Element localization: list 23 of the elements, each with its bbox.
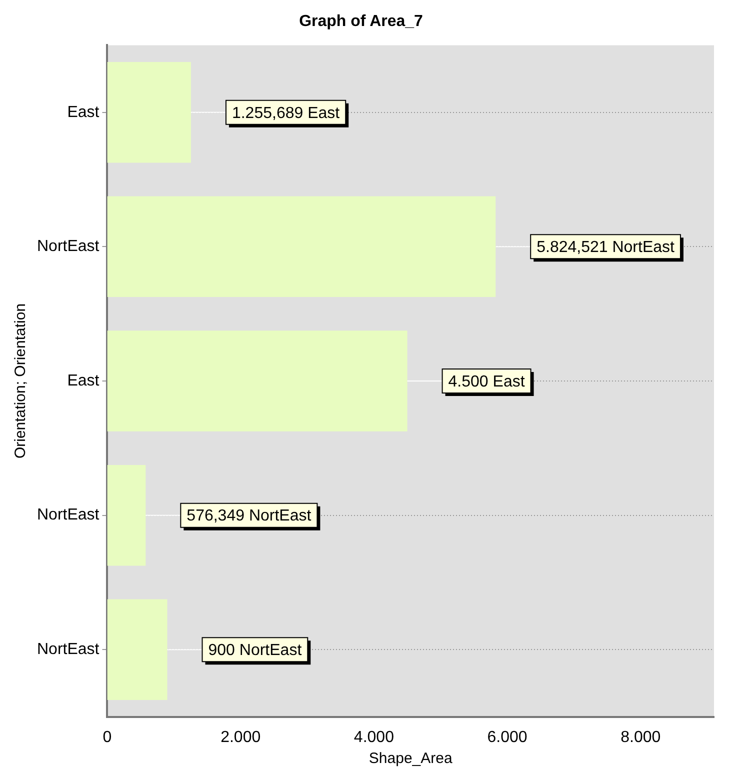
y-axis-title: Orientation; Orientation [12,303,30,459]
y-tick-label: NortEast [36,641,100,658]
y-tick-label: East [67,104,100,121]
x-axis-title: Shape_Area [368,750,453,768]
data-label: 576,349 NortEast [186,508,312,525]
bar [107,196,496,298]
bar [107,62,191,163]
x-tick-label: 0 [102,728,112,746]
data-label: 900 NortEast [208,642,302,660]
data-label: 5.824,521 NortEast [536,239,676,256]
data-label: 4.500 East [448,373,526,390]
data-label: 1.255,689 East [232,104,340,122]
x-tick-label: 2.000 [220,728,261,746]
chart-title: Graph of Area_7 [299,13,424,30]
bar [107,464,146,566]
bar [107,599,168,700]
x-tick-label: 8.000 [620,728,661,746]
y-tick-label: NortEast [36,238,100,256]
bar [107,330,408,432]
x-tick-label: 4.000 [354,728,394,746]
y-tick-label: NortEast [36,506,100,524]
y-tick-label: East [67,372,100,390]
x-tick-label: 6.000 [487,728,528,746]
